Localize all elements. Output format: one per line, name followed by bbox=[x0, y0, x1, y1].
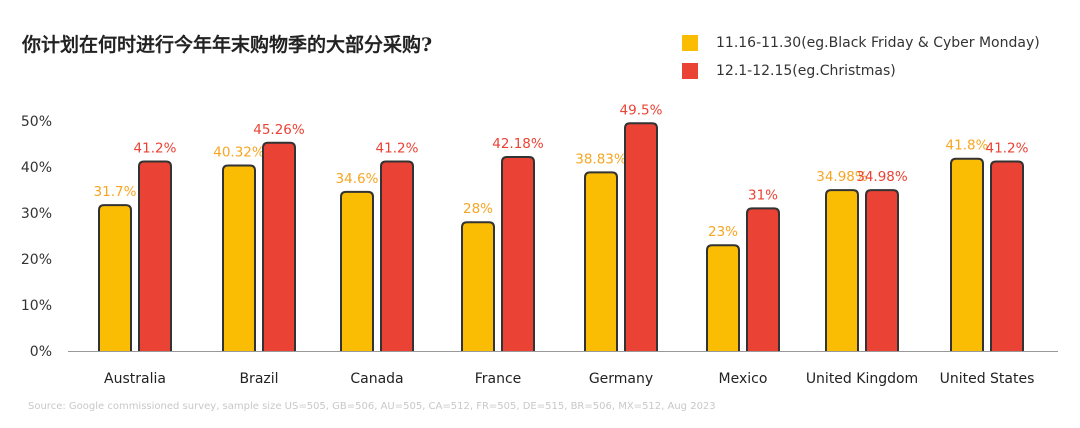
bar bbox=[624, 122, 658, 351]
bar bbox=[990, 160, 1024, 351]
data-label: 34.98% bbox=[816, 169, 868, 185]
legend-item-late: 12.1-12.15(eg.Christmas) bbox=[682, 63, 896, 79]
data-label: 34.6% bbox=[336, 171, 379, 187]
bar bbox=[825, 189, 859, 351]
data-label: 31.7% bbox=[94, 184, 137, 200]
x-tick-label: France bbox=[475, 371, 522, 387]
bar bbox=[501, 155, 535, 351]
data-label: 41.8% bbox=[946, 138, 989, 154]
bar bbox=[584, 171, 618, 351]
bar bbox=[222, 164, 256, 351]
data-label: 40.32% bbox=[213, 145, 265, 161]
data-label: 41.2% bbox=[376, 140, 419, 156]
x-tick-label: Canada bbox=[350, 371, 403, 387]
x-tick-label: United States bbox=[940, 371, 1035, 387]
x-tick-label: Mexico bbox=[719, 371, 768, 387]
chart-title: 你计划在何时进行今年年末购物季的大部分采购? bbox=[22, 34, 433, 56]
legend-swatch-yellow bbox=[682, 35, 698, 51]
bar bbox=[340, 190, 374, 351]
data-label: 28% bbox=[463, 201, 493, 217]
legend-label: 11.16-11.30(eg.Black Friday & Cyber Mond… bbox=[716, 35, 1040, 51]
data-label: 49.5% bbox=[620, 102, 663, 118]
bar bbox=[98, 204, 132, 351]
x-tick-label: Brazil bbox=[239, 371, 278, 387]
data-label: 45.26% bbox=[253, 122, 305, 138]
y-tick-label: 20% bbox=[21, 252, 52, 268]
y-tick-label: 30% bbox=[21, 206, 52, 222]
y-tick-label: 10% bbox=[21, 298, 52, 314]
data-label: 31% bbox=[748, 187, 778, 203]
bar bbox=[262, 141, 296, 351]
x-tick-label: United Kingdom bbox=[806, 371, 918, 387]
bar bbox=[865, 189, 899, 351]
data-label: 38.83% bbox=[575, 151, 627, 167]
y-tick-label: 40% bbox=[21, 160, 52, 176]
bar bbox=[138, 160, 172, 351]
legend-swatch-red bbox=[682, 63, 698, 79]
bar bbox=[380, 160, 414, 351]
bar bbox=[706, 244, 740, 351]
y-tick-label: 50% bbox=[21, 114, 52, 130]
bar bbox=[461, 221, 495, 351]
legend-item-early: 11.16-11.30(eg.Black Friday & Cyber Mond… bbox=[682, 35, 1040, 51]
legend-label: 12.1-12.15(eg.Christmas) bbox=[716, 63, 896, 79]
source-note: Source: Google commissioned survey, samp… bbox=[28, 401, 716, 412]
bar bbox=[950, 157, 984, 351]
x-tick-label: Australia bbox=[104, 371, 166, 387]
data-label: 41.2% bbox=[986, 140, 1029, 156]
data-label: 23% bbox=[708, 224, 738, 240]
data-label: 42.18% bbox=[492, 136, 544, 152]
x-tick-label: Germany bbox=[589, 371, 653, 387]
bar bbox=[746, 207, 780, 351]
data-label: 34.98% bbox=[856, 169, 908, 185]
y-tick-label: 0% bbox=[30, 344, 52, 360]
data-label: 41.2% bbox=[134, 140, 177, 156]
